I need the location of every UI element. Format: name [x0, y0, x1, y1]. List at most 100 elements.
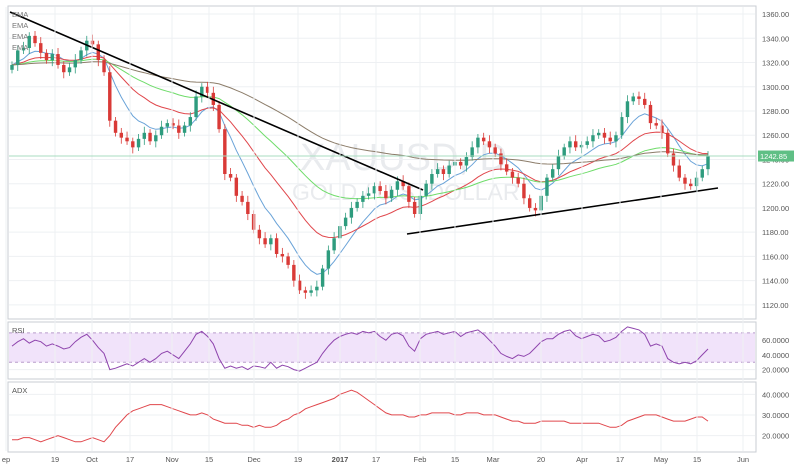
candle-body: [648, 104, 653, 124]
candle-body: [96, 44, 100, 61]
candle-body: [136, 138, 141, 148]
symbol-watermark: XAUUSD, D: [300, 137, 507, 179]
candle-body: [395, 181, 400, 190]
candle-body: [620, 117, 624, 136]
time-tick-label: 15: [693, 455, 701, 464]
rsi-label[interactable]: RSI: [12, 326, 25, 335]
candle-body: [349, 207, 354, 218]
candle-body: [44, 52, 49, 61]
candle-body: [424, 183, 428, 196]
price-tick-label: 1300.00: [762, 83, 789, 92]
candle-body: [113, 120, 118, 133]
candle-body: [585, 141, 589, 145]
price-tick-label: 1360.00: [762, 10, 789, 19]
price-pane-border: [7, 5, 757, 320]
candle-body: [200, 86, 204, 97]
price-tick-label: 1200.00: [762, 204, 789, 213]
candle-body: [297, 280, 302, 291]
legend-ema-1[interactable]: EMA: [12, 10, 28, 19]
legend-ema-4[interactable]: EMA: [12, 43, 28, 52]
candle-body: [182, 125, 187, 133]
candle-body: [591, 135, 595, 142]
adx-line: [12, 389, 709, 443]
candle-body: [412, 201, 417, 214]
candle-body: [366, 193, 371, 196]
candle-body: [73, 60, 77, 68]
descending-trendline[interactable]: [9, 11, 424, 191]
candle-body: [355, 201, 359, 208]
candle-body: [257, 229, 262, 239]
candle-body: [343, 217, 348, 227]
candle-body: [10, 64, 14, 70]
candle-body: [637, 96, 641, 99]
price-tick-label: 1260.00: [762, 131, 789, 140]
candle-body: [194, 96, 198, 118]
price-legend: EMA EMA EMA EMA: [12, 10, 28, 52]
rsi-pane-border: [7, 321, 757, 380]
legend-ema-3[interactable]: EMA: [12, 32, 28, 41]
legend-ema-2[interactable]: EMA: [12, 21, 28, 30]
candle-body: [643, 98, 647, 105]
candle-body: [228, 174, 233, 178]
candle-body: [269, 238, 273, 245]
price-tick-label: 1140.00: [762, 277, 789, 286]
candle-body: [568, 141, 572, 148]
adx-tick-label: 20.0000: [762, 432, 789, 441]
candle-body: [303, 290, 308, 293]
time-tick-label: 15: [205, 455, 213, 464]
adx-tick-label: 30.0000: [762, 411, 789, 420]
time-axis: ep 19 Oct 17 Nov 15 Dec 19 2017 17 Feb 15 Mar 20 Apr 17…: [2, 7, 749, 464]
time-tick-label: 17: [372, 455, 380, 464]
candle-body: [493, 147, 497, 154]
candle-body: [292, 264, 296, 281]
candle-body: [706, 156, 710, 170]
candle-body: [246, 201, 250, 214]
candle-body: [602, 132, 607, 138]
candle-body: [217, 104, 221, 130]
candle-body: [430, 174, 434, 184]
candle-body: [487, 141, 492, 148]
candle-body: [683, 177, 687, 184]
ema-slow-line: [11, 58, 709, 200]
ema-mid-line: [11, 55, 709, 239]
candle-body: [280, 253, 285, 257]
candle-body: [79, 50, 83, 61]
candle-body: [125, 137, 129, 142]
candle-body: [631, 96, 635, 102]
candle-body: [165, 123, 170, 127]
candle-body: [171, 123, 175, 126]
candle-body: [441, 169, 446, 175]
candle-body: [527, 198, 532, 208]
candle-body: [666, 132, 670, 154]
candle-body: [263, 238, 267, 245]
candle-body: [625, 101, 630, 118]
candle-body: [234, 177, 239, 196]
time-tick-label: Oct: [86, 455, 99, 464]
candle-body: [516, 177, 520, 184]
time-tick-label: 19: [51, 455, 59, 464]
candle-body: [504, 164, 509, 172]
candle-body: [50, 54, 54, 61]
candle-body: [660, 125, 664, 133]
candle-body: [458, 161, 463, 166]
candle-body: [533, 207, 538, 211]
candle-body: [56, 54, 60, 65]
candle-body: [223, 129, 227, 175]
price-tick-label: 1120.00: [762, 301, 789, 310]
adx-label[interactable]: ADX: [12, 386, 27, 395]
candle-body: [372, 186, 377, 194]
candle-body: [378, 186, 382, 191]
candle-body: [556, 155, 561, 170]
candle-body: [476, 137, 480, 148]
ascending-trendline[interactable]: [406, 187, 719, 235]
time-tick-label: 2017: [332, 455, 349, 464]
candle-body: [177, 125, 181, 133]
price-grid: [9, 13, 755, 306]
adx-tick-label: 40.0000: [762, 390, 789, 399]
candle-body: [700, 169, 704, 178]
candle-body: [142, 132, 147, 139]
time-tick-label: Feb: [414, 455, 427, 464]
candle-body: [332, 238, 336, 251]
